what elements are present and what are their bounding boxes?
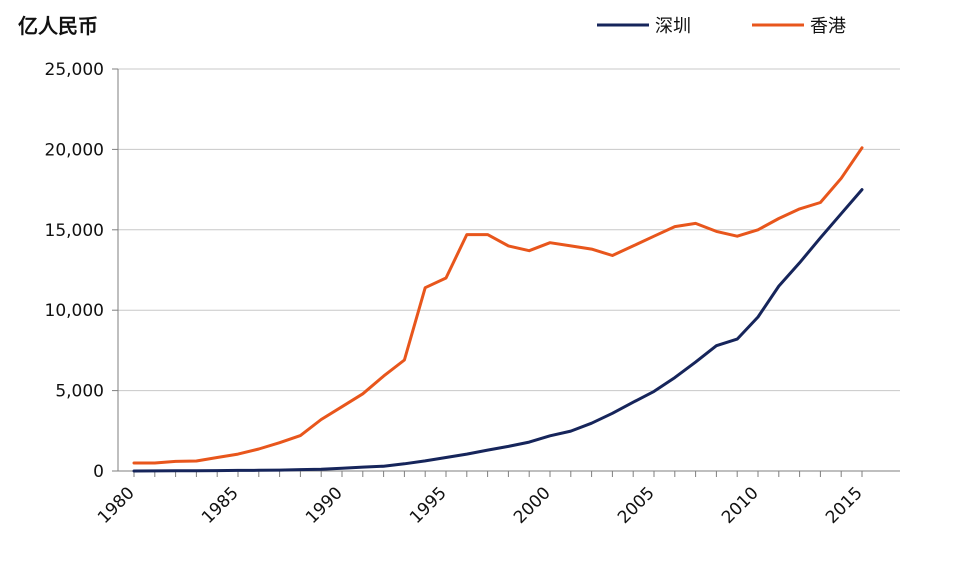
y-tick-label: 0 [93,462,104,482]
series-lines [132,146,864,473]
axes [112,68,900,477]
tick-labels: 0 5,000 10,000 15,000 20,000 25,000 1980 1985 19… [45,60,867,528]
x-tick-label: 1980 [94,483,139,528]
grid-lines [118,68,900,392]
y-tick-label: 25,000 [45,60,104,80]
series-line-shenzhen [132,188,864,473]
x-tick-label: 2010 [718,483,763,528]
legend-label-shenzhen: 深圳 [655,16,691,37]
x-tick-label: 2015 [822,483,867,528]
series-line-hongkong [132,146,864,465]
legend: 深圳 香港 [597,16,846,37]
y-axis-label: 亿人民币 [18,14,98,38]
x-tick-label: 1990 [302,483,347,528]
x-tick-label: 2000 [510,483,555,528]
y-tick-label: 20,000 [45,140,104,160]
y-tick-label: 5,000 [55,382,104,402]
y-tick-label: 10,000 [45,301,104,321]
x-tick-label: 1995 [406,483,451,528]
x-tick-label: 1985 [198,483,243,528]
x-tick-label: 2005 [614,483,659,528]
legend-label-hongkong: 香港 [810,16,846,37]
y-tick-label: 15,000 [45,221,104,241]
